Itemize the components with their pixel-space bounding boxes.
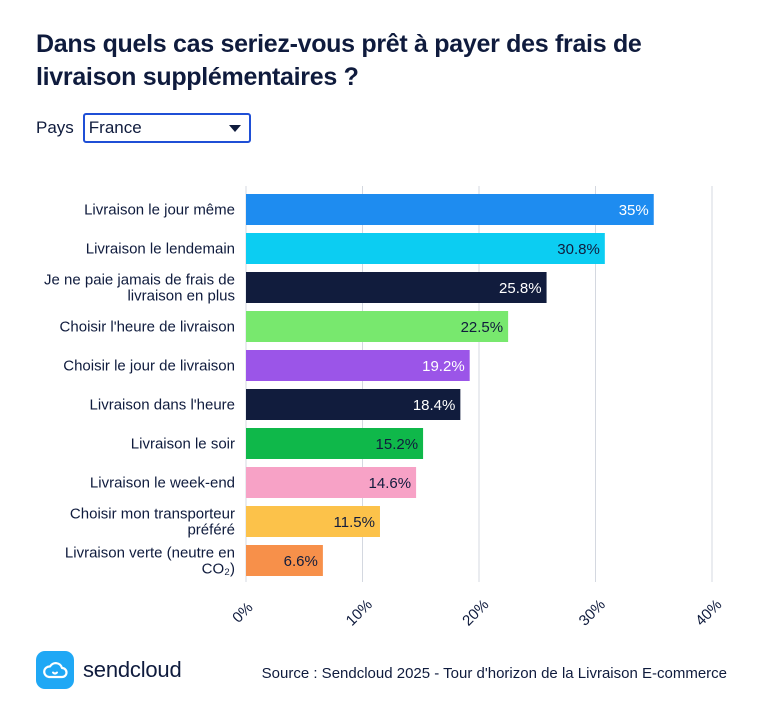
chevron-down-icon xyxy=(228,124,241,132)
bar-value-label: 19.2% xyxy=(422,358,465,375)
bar xyxy=(246,233,605,264)
category-label: Choisir mon transporteur xyxy=(70,506,235,523)
bar xyxy=(246,506,380,537)
category-label: Livraison le jour même xyxy=(84,202,235,219)
bar-value-label: 30.8% xyxy=(557,241,600,258)
category-label: Livraison le week-end xyxy=(90,475,235,492)
cloud-icon xyxy=(36,651,74,689)
bar xyxy=(246,545,323,576)
bar xyxy=(246,272,547,303)
bar-value-label: 15.2% xyxy=(376,436,419,453)
country-select-value: France xyxy=(88,118,142,137)
x-tick-label: 0% xyxy=(229,599,256,626)
category-label: Choisir le jour de livraison xyxy=(63,358,235,375)
bar-value-label: 25.8% xyxy=(499,280,542,297)
x-tick-label: 40% xyxy=(692,596,725,629)
bar-value-label: 18.4% xyxy=(413,397,456,414)
category-label: Livraison le lendemain xyxy=(86,241,235,258)
category-label: Je ne paie jamais de frais de xyxy=(44,272,235,289)
bar-value-label: 14.6% xyxy=(369,475,412,492)
category-label: préféré xyxy=(187,522,235,539)
country-select[interactable]: France xyxy=(82,113,251,143)
bar xyxy=(246,467,417,498)
country-filter-label: Pays xyxy=(36,118,74,137)
bar-value-label: 6.6% xyxy=(284,553,318,570)
category-label: Livraison verte (neutre en xyxy=(65,545,235,562)
bar-value-label: 22.5% xyxy=(461,319,504,336)
category-label: Choisir l'heure de livraison xyxy=(60,319,235,336)
x-tick-label: 30% xyxy=(576,596,609,629)
sendcloud-logo: sendcloud xyxy=(36,651,182,689)
bar xyxy=(246,350,470,381)
bar xyxy=(246,428,424,459)
logo-text: sendcloud xyxy=(83,657,182,682)
x-tick-label: 20% xyxy=(459,596,492,629)
category-label: Livraison dans l'heure xyxy=(90,397,235,414)
bar-value-label: 11.5% xyxy=(334,514,375,531)
bar xyxy=(246,389,461,420)
category-label: CO₂) xyxy=(202,561,235,578)
bar xyxy=(246,194,654,225)
category-label: Livraison le soir xyxy=(131,436,235,453)
bar-value-label: 35% xyxy=(619,202,649,219)
x-tick-label: 10% xyxy=(343,596,376,629)
source-note: Source : Sendcloud 2025 - Tour d'horizon… xyxy=(261,665,727,682)
bar xyxy=(246,311,509,342)
country-filter: Pays France xyxy=(36,113,251,143)
bar-chart: 35% Livraison le jour même 30.8% Livraison … xyxy=(44,186,725,629)
chart-title: Dans quels cas seriez-vous prêt à payer … xyxy=(36,30,642,91)
category-label: livraison en plus xyxy=(127,288,235,305)
